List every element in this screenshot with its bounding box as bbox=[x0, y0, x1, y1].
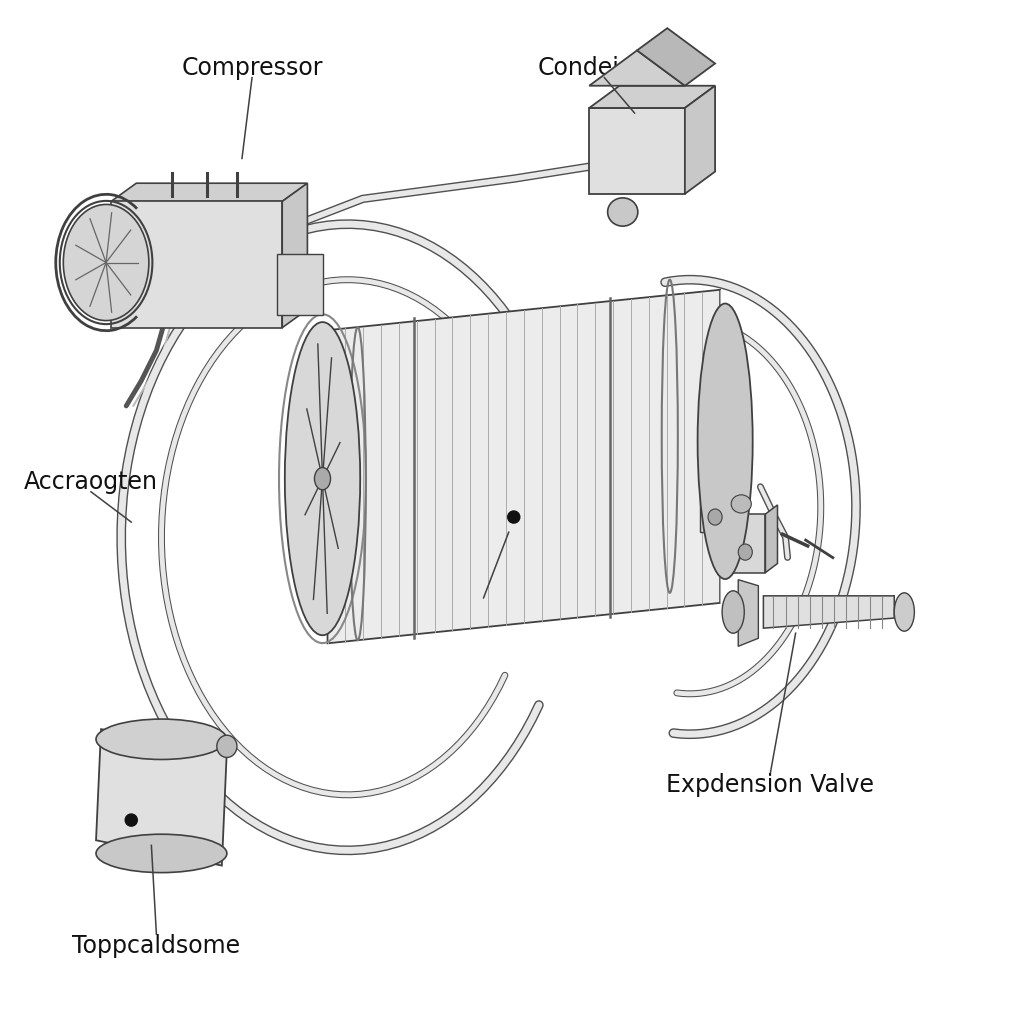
Text: Expdension Valve: Expdension Valve bbox=[667, 773, 874, 797]
Ellipse shape bbox=[697, 303, 753, 579]
Polygon shape bbox=[738, 580, 759, 646]
Ellipse shape bbox=[96, 835, 227, 872]
Polygon shape bbox=[112, 183, 307, 202]
Polygon shape bbox=[278, 254, 323, 315]
Ellipse shape bbox=[894, 593, 914, 631]
Text: Compressor: Compressor bbox=[181, 55, 323, 80]
Polygon shape bbox=[589, 50, 685, 86]
Polygon shape bbox=[730, 481, 740, 532]
Polygon shape bbox=[589, 86, 715, 108]
Polygon shape bbox=[700, 489, 730, 532]
Ellipse shape bbox=[722, 591, 744, 633]
Ellipse shape bbox=[508, 511, 520, 523]
Ellipse shape bbox=[125, 814, 137, 826]
Polygon shape bbox=[96, 729, 227, 865]
Text: Accraogten: Accraogten bbox=[24, 470, 158, 494]
Polygon shape bbox=[764, 596, 894, 628]
Ellipse shape bbox=[217, 735, 237, 758]
Ellipse shape bbox=[708, 509, 722, 525]
Text: Condeinser: Condeinser bbox=[538, 55, 671, 80]
Ellipse shape bbox=[607, 198, 638, 226]
Polygon shape bbox=[765, 505, 777, 572]
Ellipse shape bbox=[731, 495, 752, 513]
Polygon shape bbox=[328, 290, 720, 643]
Ellipse shape bbox=[285, 323, 360, 635]
Ellipse shape bbox=[738, 544, 753, 560]
Polygon shape bbox=[637, 28, 715, 86]
Text: Toppcaldsome: Toppcaldsome bbox=[73, 934, 241, 958]
Ellipse shape bbox=[96, 719, 227, 760]
Ellipse shape bbox=[63, 205, 148, 321]
Polygon shape bbox=[283, 183, 307, 328]
Polygon shape bbox=[725, 514, 765, 572]
Polygon shape bbox=[589, 108, 685, 194]
Text: Enviooator: Enviooator bbox=[420, 596, 547, 620]
Polygon shape bbox=[685, 86, 715, 194]
Polygon shape bbox=[112, 202, 283, 328]
Ellipse shape bbox=[314, 468, 331, 489]
